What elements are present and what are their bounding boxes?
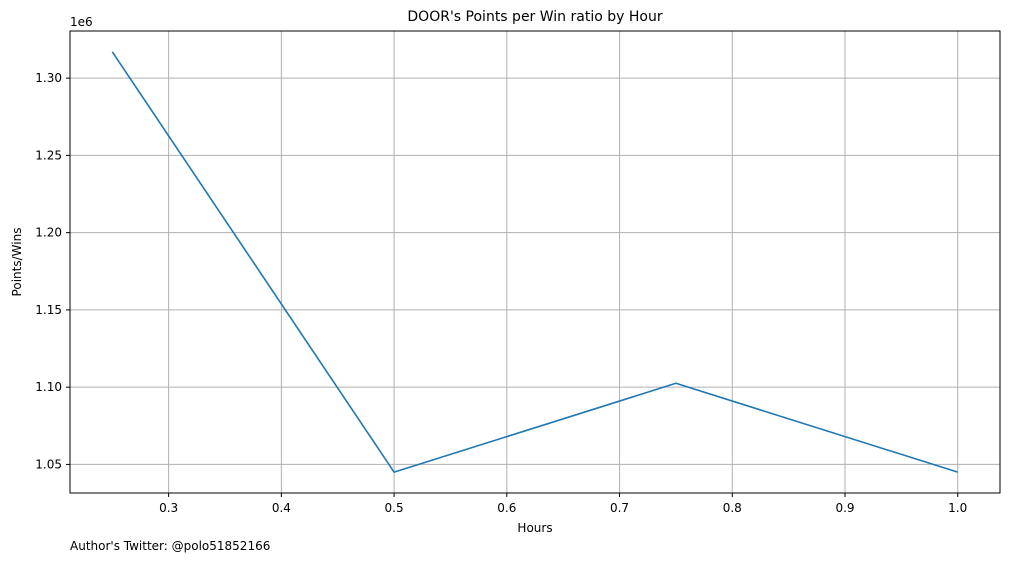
y-tick-label: 1.15 — [35, 303, 62, 317]
author-twitter-note: Author's Twitter: @polo51852166 — [70, 539, 270, 553]
plot-frame — [69, 30, 1001, 494]
x-tick-label: 0.6 — [497, 501, 516, 515]
y-tick-label: 1.30 — [35, 71, 62, 85]
x-axis-ticks: 0.3 0.4 0.5 0.6 0.7 0.8 0.9 1.0 — [159, 493, 967, 515]
y-tick-label: 1.25 — [35, 148, 62, 162]
chart-title: DOOR's Points per Win ratio by Hour — [407, 9, 662, 25]
y-axis-ticks: 1.05 1.10 1.15 1.20 1.25 1.30 — [35, 71, 70, 471]
x-tick-label: 0.5 — [385, 501, 404, 515]
y-tick-label: 1.20 — [35, 226, 62, 240]
x-tick-label: 0.8 — [723, 501, 742, 515]
x-tick-label: 0.3 — [159, 501, 178, 515]
x-tick-label: 0.4 — [272, 501, 291, 515]
x-tick-label: 1.0 — [948, 501, 967, 515]
y-axis-title: Points/Wins — [10, 228, 24, 297]
x-tick-label: 0.7 — [610, 501, 629, 515]
grid-lines — [70, 31, 1000, 493]
x-axis-title: Hours — [517, 521, 552, 535]
y-tick-label: 1.10 — [35, 380, 62, 394]
series-layer — [111, 51, 958, 473]
y-tick-label: 1.05 — [35, 457, 62, 471]
y-multiplier-label: 1e6 — [70, 15, 93, 29]
x-tick-label: 0.9 — [835, 501, 854, 515]
series-line — [111, 51, 958, 473]
